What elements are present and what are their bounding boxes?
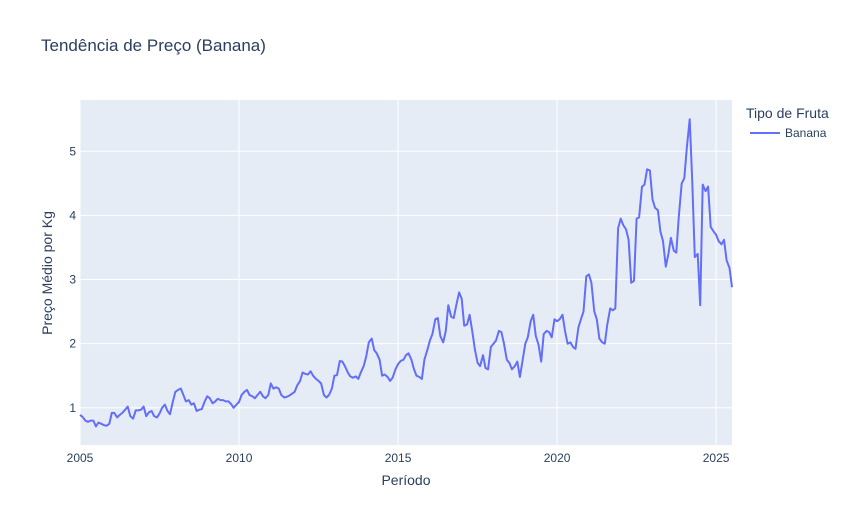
legend-entry-banana[interactable]: Banana (785, 126, 827, 140)
x-tick-label: 2010 (226, 451, 253, 465)
series-line-banana (79, 118, 733, 428)
x-tick-label: 2005 (67, 451, 94, 465)
y-tick-label: 2 (69, 337, 76, 351)
y-tick-label: 5 (69, 144, 76, 158)
x-axis-title: Período (381, 472, 430, 488)
legend[interactable]: Tipo de Fruta Banana (746, 105, 829, 140)
y-axis-ticks: 1 2 3 4 5 (69, 144, 76, 415)
y-tick-label: 3 (69, 273, 76, 287)
y-tick-label: 4 (69, 208, 76, 222)
legend-title: Tipo de Fruta (746, 105, 829, 121)
chart-title: Tendência de Preço (Banana) (41, 36, 266, 55)
x-tick-label: 2020 (544, 451, 571, 465)
x-axis-ticks: 2005 2010 2015 2020 2025 (67, 451, 730, 465)
y-grid (80, 150, 732, 409)
y-tick-label: 1 (69, 401, 76, 415)
x-tick-label: 2025 (703, 451, 730, 465)
x-tick-label: 2015 (385, 451, 412, 465)
x-grid (79, 100, 717, 445)
y-axis-title: Preço Médio por Kg (39, 211, 55, 335)
plot-background (80, 100, 732, 445)
